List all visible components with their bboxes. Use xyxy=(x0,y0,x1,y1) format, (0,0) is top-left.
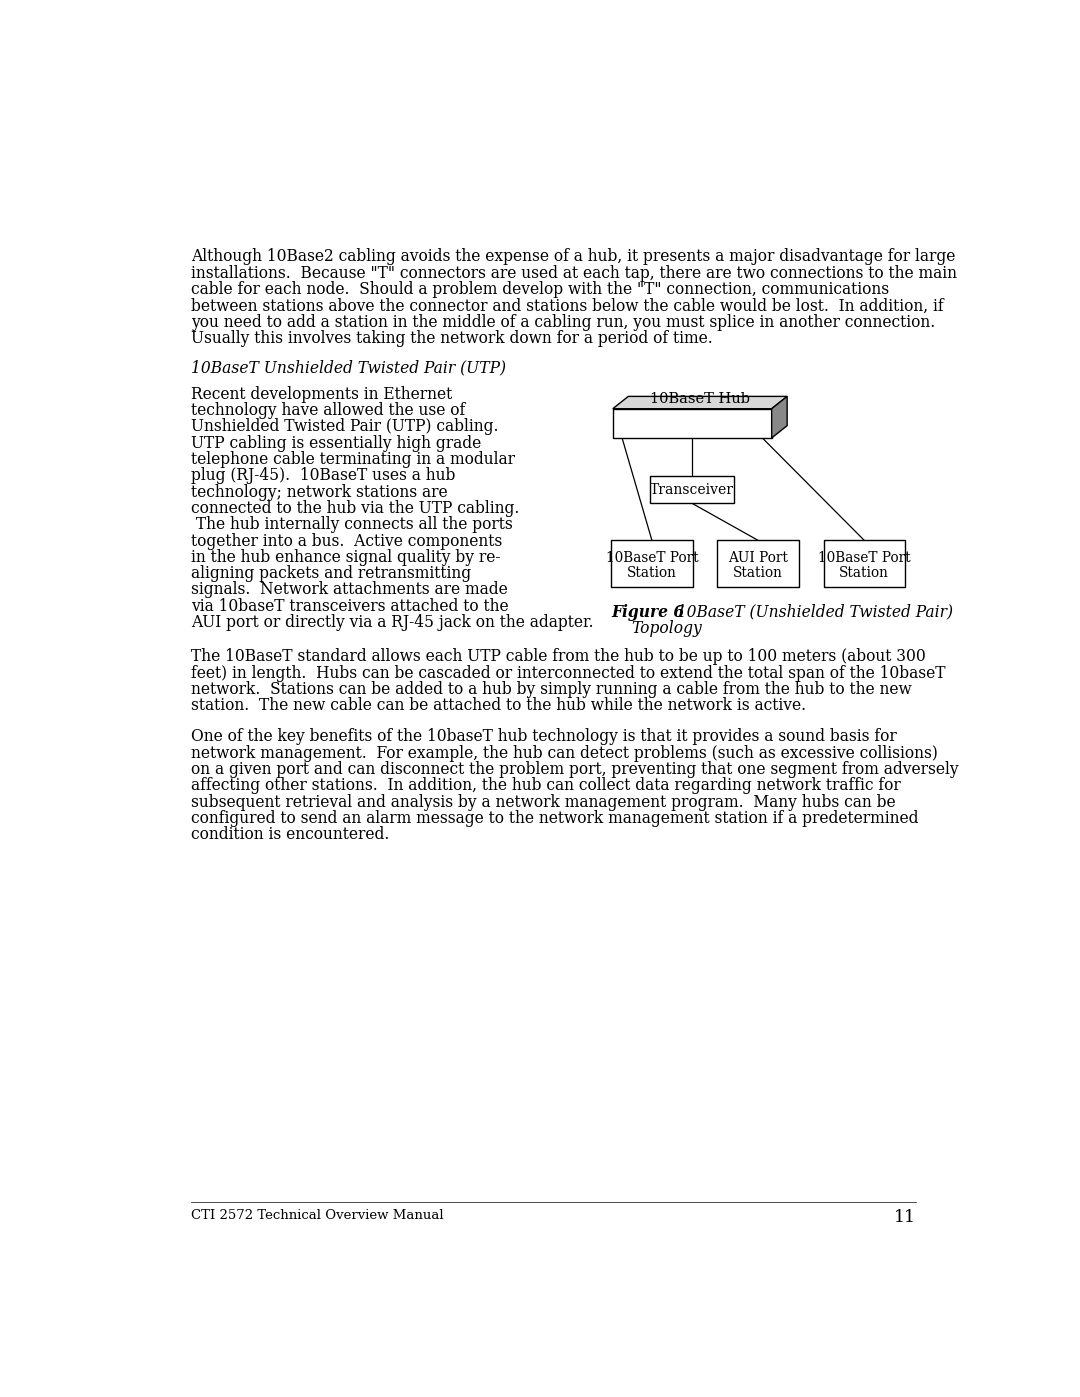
FancyBboxPatch shape xyxy=(824,541,905,587)
Text: installations.  Because "T" connectors are used at each tap, there are two conne: installations. Because "T" connectors ar… xyxy=(191,265,957,282)
Text: 10BaseT Port: 10BaseT Port xyxy=(606,552,699,566)
Text: technology have allowed the use of: technology have allowed the use of xyxy=(191,402,465,419)
Text: The hub internally connects all the ports: The hub internally connects all the port… xyxy=(191,517,513,534)
Text: telephone cable terminating in a modular: telephone cable terminating in a modular xyxy=(191,451,515,468)
Text: 10BaseT Hub: 10BaseT Hub xyxy=(650,391,750,405)
Polygon shape xyxy=(612,409,772,439)
Text: network.  Stations can be added to a hub by simply running a cable from the hub : network. Stations can be added to a hub … xyxy=(191,680,912,698)
Text: Station: Station xyxy=(839,566,889,580)
Polygon shape xyxy=(772,397,787,439)
Text: aligning packets and retransmitting: aligning packets and retransmitting xyxy=(191,566,471,583)
Text: CTI 2572 Technical Overview Manual: CTI 2572 Technical Overview Manual xyxy=(191,1210,444,1222)
Text: AUI Port: AUI Port xyxy=(728,552,788,566)
FancyBboxPatch shape xyxy=(650,476,734,503)
Text: Unshielded Twisted Pair (UTP) cabling.: Unshielded Twisted Pair (UTP) cabling. xyxy=(191,418,498,436)
Text: feet) in length.  Hubs can be cascaded or interconnected to extend the total spa: feet) in length. Hubs can be cascaded or… xyxy=(191,665,945,682)
Text: Station: Station xyxy=(627,566,677,580)
Text: in the hub enhance signal quality by re-: in the hub enhance signal quality by re- xyxy=(191,549,500,566)
Text: you need to add a station in the middle of a cabling run, you must splice in ano: you need to add a station in the middle … xyxy=(191,314,935,331)
Text: on a given port and can disconnect the problem port, preventing that one segment: on a given port and can disconnect the p… xyxy=(191,761,958,778)
Polygon shape xyxy=(612,397,787,409)
Text: technology; network stations are: technology; network stations are xyxy=(191,483,447,500)
Text: UTP cabling is essentially high grade: UTP cabling is essentially high grade xyxy=(191,434,481,451)
FancyBboxPatch shape xyxy=(611,541,692,587)
Text: Usually this involves taking the network down for a period of time.: Usually this involves taking the network… xyxy=(191,330,713,346)
Text: 10BaseT Port: 10BaseT Port xyxy=(818,552,910,566)
Text: Although 10Base2 cabling avoids the expense of a hub, it presents a major disadv: Although 10Base2 cabling avoids the expe… xyxy=(191,249,955,265)
Text: 10BaseT Unshielded Twisted Pair (UTP): 10BaseT Unshielded Twisted Pair (UTP) xyxy=(191,359,505,377)
Text: between stations above the connector and stations below the cable would be lost.: between stations above the connector and… xyxy=(191,298,944,314)
Text: The 10BaseT standard allows each UTP cable from the hub to be up to 100 meters (: The 10BaseT standard allows each UTP cab… xyxy=(191,648,926,665)
Text: condition is encountered.: condition is encountered. xyxy=(191,826,389,844)
Text: 10BaseT (Unshielded Twisted Pair): 10BaseT (Unshielded Twisted Pair) xyxy=(667,604,953,620)
Text: connected to the hub via the UTP cabling.: connected to the hub via the UTP cabling… xyxy=(191,500,519,517)
Text: signals.  Network attachments are made: signals. Network attachments are made xyxy=(191,581,508,598)
FancyBboxPatch shape xyxy=(717,541,799,587)
Text: network management.  For example, the hub can detect problems (such as excessive: network management. For example, the hub… xyxy=(191,745,937,761)
Text: Station: Station xyxy=(733,566,783,580)
Text: subsequent retrieval and analysis by a network management program.  Many hubs ca: subsequent retrieval and analysis by a n… xyxy=(191,793,895,810)
Text: Transceiver: Transceiver xyxy=(650,483,734,497)
Text: Topology: Topology xyxy=(632,620,702,637)
Text: affecting other stations.  In addition, the hub can collect data regarding netwo: affecting other stations. In addition, t… xyxy=(191,777,901,795)
Text: via 10baseT transceivers attached to the: via 10baseT transceivers attached to the xyxy=(191,598,509,615)
Text: station.  The new cable can be attached to the hub while the network is active.: station. The new cable can be attached t… xyxy=(191,697,806,714)
Text: Recent developments in Ethernet: Recent developments in Ethernet xyxy=(191,386,453,402)
Text: 11: 11 xyxy=(894,1210,916,1227)
Text: Figure 6: Figure 6 xyxy=(611,604,685,620)
Text: configured to send an alarm message to the network management station if a prede: configured to send an alarm message to t… xyxy=(191,810,918,827)
Text: together into a bus.  Active components: together into a bus. Active components xyxy=(191,532,502,549)
Text: cable for each node.  Should a problem develop with the "T" connection, communic: cable for each node. Should a problem de… xyxy=(191,281,889,298)
Text: plug (RJ-45).  10BaseT uses a hub: plug (RJ-45). 10BaseT uses a hub xyxy=(191,467,455,485)
Text: AUI port or directly via a RJ-45 jack on the adapter.: AUI port or directly via a RJ-45 jack on… xyxy=(191,615,593,631)
Text: One of the key benefits of the 10baseT hub technology is that it provides a soun: One of the key benefits of the 10baseT h… xyxy=(191,728,896,746)
